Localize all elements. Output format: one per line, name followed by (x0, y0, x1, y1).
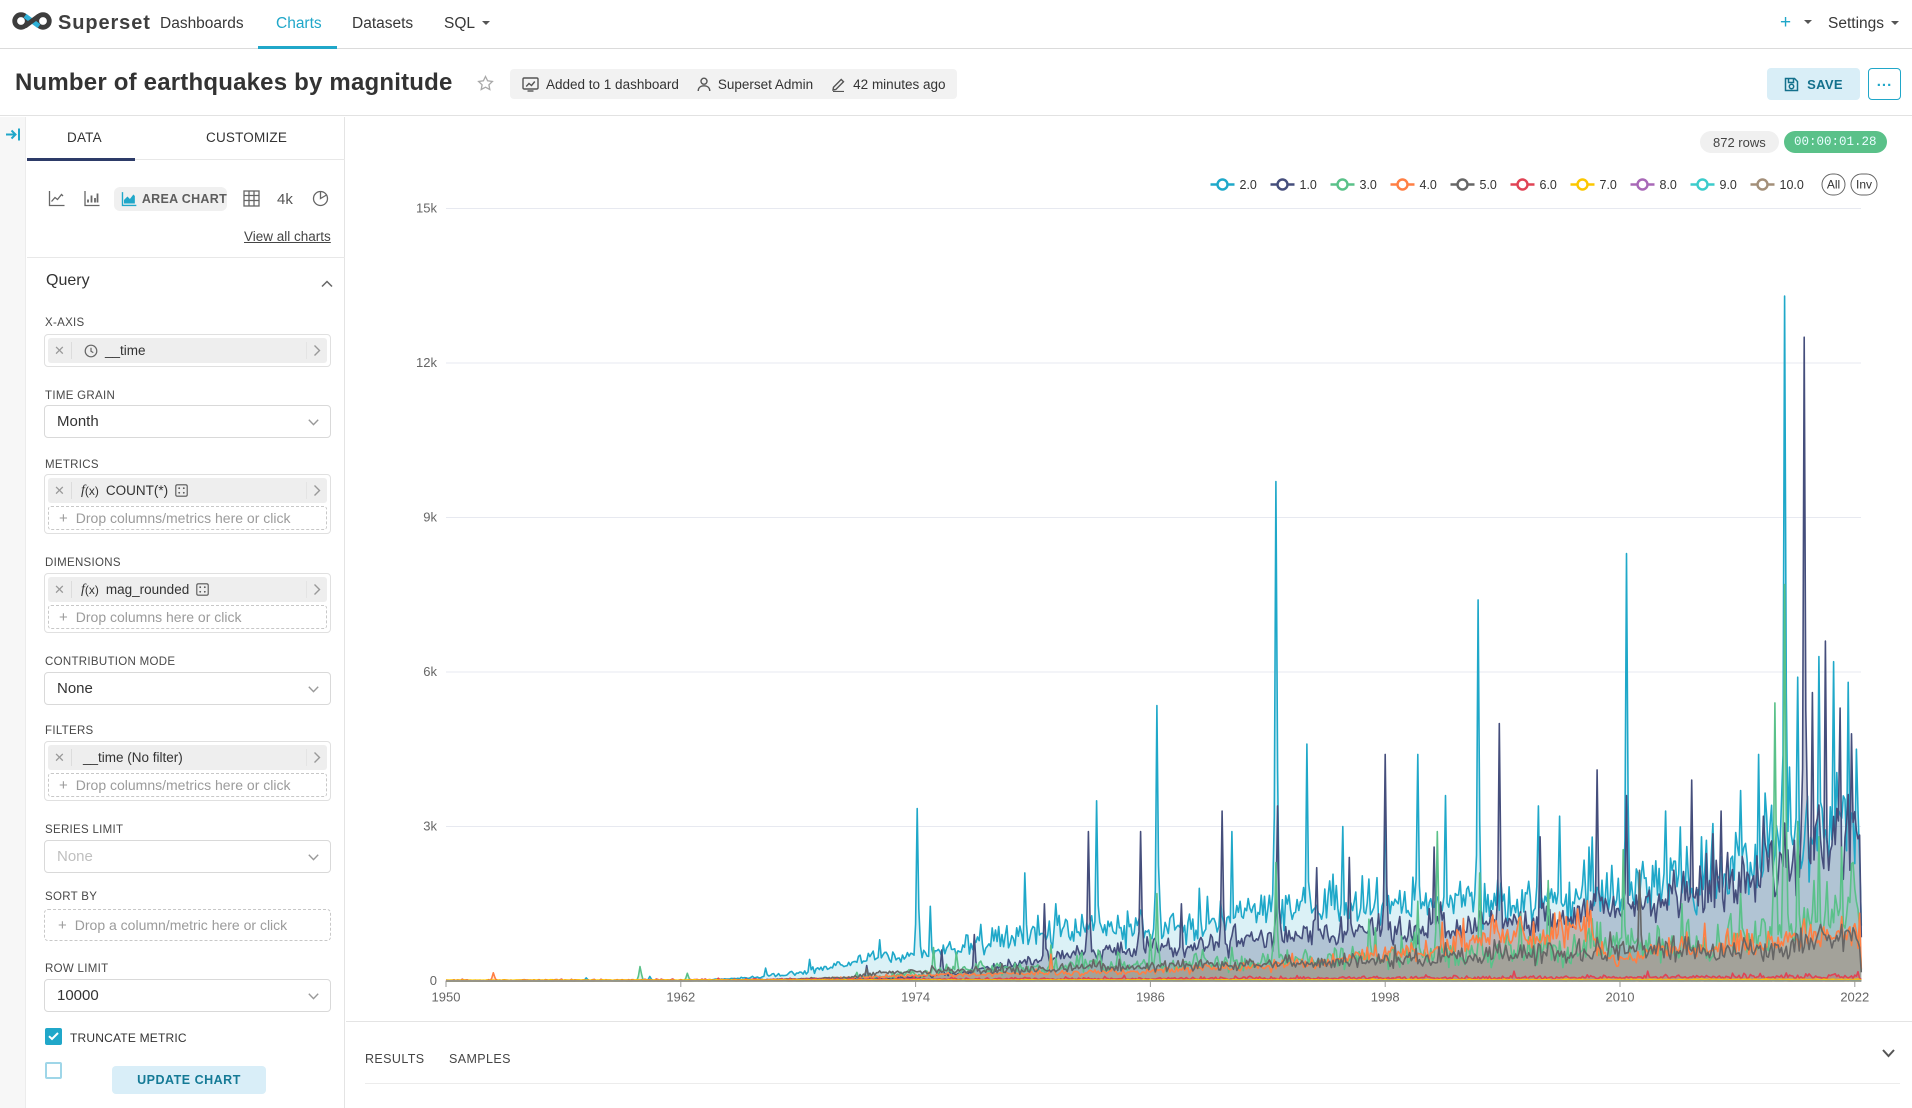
svg-text:3k: 3k (423, 818, 437, 833)
svg-text:1.0: 1.0 (1300, 178, 1317, 192)
svg-text:9k: 9k (423, 509, 437, 524)
svg-text:7.0: 7.0 (1600, 178, 1617, 192)
svg-text:1986: 1986 (1136, 989, 1165, 1004)
svg-text:6.0: 6.0 (1540, 178, 1557, 192)
svg-text:10.0: 10.0 (1780, 178, 1804, 192)
svg-text:Inv: Inv (1856, 178, 1872, 192)
svg-text:1950: 1950 (432, 989, 461, 1004)
svg-text:2.0: 2.0 (1240, 178, 1257, 192)
svg-text:15k: 15k (416, 200, 437, 215)
svg-text:2010: 2010 (1606, 989, 1635, 1004)
svg-text:All: All (1827, 178, 1840, 192)
svg-text:5.0: 5.0 (1480, 178, 1497, 192)
svg-text:1998: 1998 (1371, 989, 1400, 1004)
svg-text:3.0: 3.0 (1360, 178, 1377, 192)
svg-text:4.0: 4.0 (1420, 178, 1437, 192)
svg-text:0: 0 (430, 973, 437, 988)
svg-text:9.0: 9.0 (1720, 178, 1737, 192)
svg-text:1962: 1962 (666, 989, 695, 1004)
svg-text:6k: 6k (423, 664, 437, 679)
svg-text:2022: 2022 (1840, 989, 1869, 1004)
svg-text:12k: 12k (416, 355, 437, 370)
svg-text:1974: 1974 (901, 989, 930, 1004)
svg-text:8.0: 8.0 (1660, 178, 1677, 192)
